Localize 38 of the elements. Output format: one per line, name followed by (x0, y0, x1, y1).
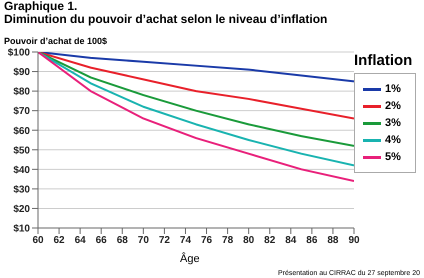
y-tick-label: $60 (13, 126, 30, 137)
x-tick-label: 62 (54, 235, 66, 246)
x-tick-label: 70 (138, 235, 150, 246)
y-tick-label: $70 (13, 106, 30, 118)
x-tick-label: 68 (116, 235, 128, 246)
y-tick-label: $50 (13, 145, 30, 156)
x-tick-label: 64 (74, 235, 86, 246)
legend-label: 4% (385, 134, 401, 146)
x-tick-label: 78 (222, 235, 234, 246)
legend-label: 3% (385, 117, 401, 129)
x-tick-label: 76 (200, 235, 213, 246)
y-tick-label: $20 (13, 204, 30, 215)
legend-label: 5% (385, 151, 401, 163)
x-tick-label: 88 (327, 235, 339, 246)
y-tick-label: $90 (13, 67, 30, 78)
x-tick-label: 80 (243, 235, 255, 246)
x-tick-label: 74 (180, 235, 192, 246)
x-tick-label: 82 (264, 235, 276, 246)
y-tick-label: $10 (13, 224, 30, 235)
legend-label: 2% (385, 100, 401, 112)
y-tick-label: $80 (13, 86, 30, 98)
y-tick-label: $30 (13, 184, 30, 196)
x-axis-title: Âge (180, 252, 200, 266)
x-tick-label: 84 (285, 235, 297, 246)
legend-label: 1% (385, 83, 401, 95)
y-tick-label: $100 (8, 48, 30, 59)
x-tick-label: 90 (348, 235, 360, 246)
x-tick-label: 66 (96, 235, 108, 246)
x-tick-label: 72 (158, 235, 170, 246)
chart-subtitle: Diminution du pouvoir d’achat selon le niveau d’inflation (4, 12, 328, 26)
x-tick-label: 60 (32, 235, 44, 246)
line-series (38, 52, 354, 147)
legend-title: Inflation (354, 52, 414, 69)
x-tick-label: 86 (306, 235, 318, 246)
chart-title: Graphique 1. (4, 0, 78, 13)
y-tick-label: $40 (13, 164, 30, 176)
y-axis-title: Pouvoir d’achat de 100$ (4, 36, 108, 46)
line-series (38, 52, 354, 120)
